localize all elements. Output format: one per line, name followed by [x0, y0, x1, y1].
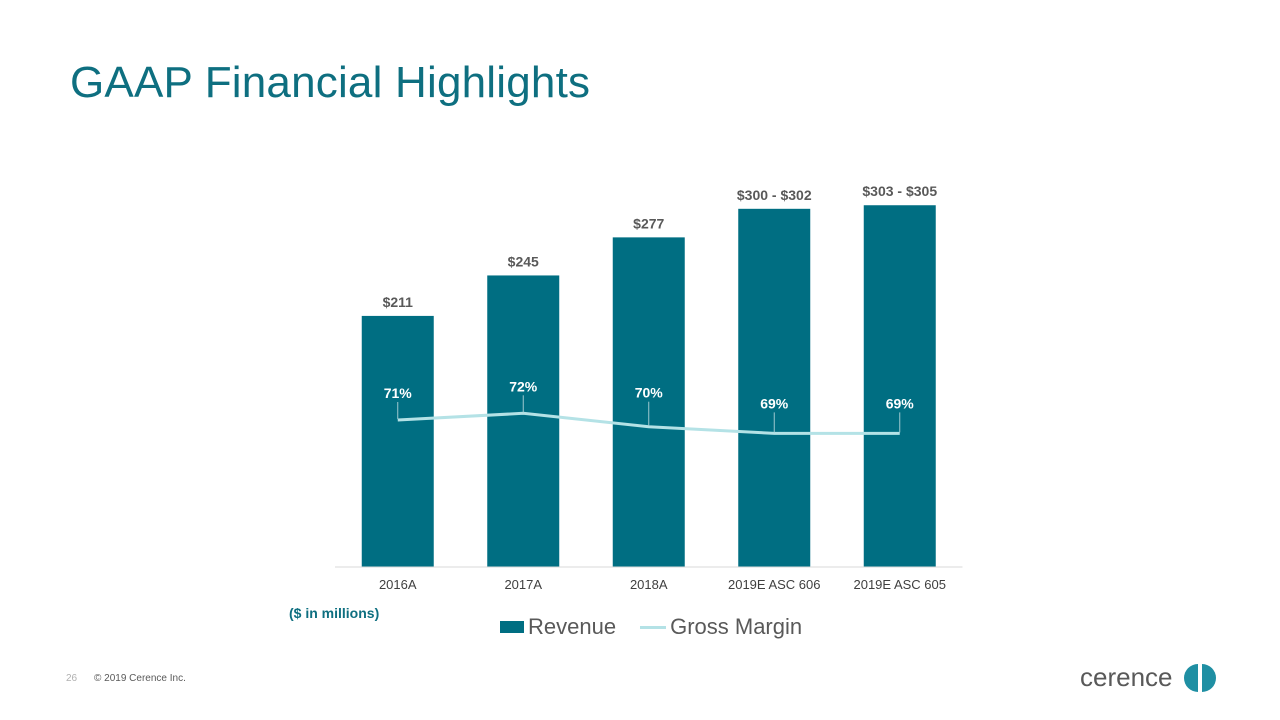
legend-label-revenue: Revenue — [528, 614, 617, 639]
revenue-value-label: $245 — [508, 253, 539, 269]
x-tick-label: 2016A — [379, 577, 417, 592]
gross-margin-value-label: 69% — [886, 395, 915, 411]
page-number: 26 — [66, 673, 78, 684]
revenue-bar — [863, 205, 936, 568]
revenue-value-label: $277 — [633, 215, 664, 231]
legend-swatch-gross-margin — [640, 625, 667, 629]
revenue-bar — [361, 315, 434, 567]
legend-item-gross-margin: Gross Margin — [616, 614, 802, 640]
gross-margin-value-label: 71% — [384, 385, 413, 401]
x-tick-label: 2019E ASC 606 — [728, 577, 821, 592]
units-note: ($ in millions) — [289, 605, 380, 621]
copyright-text: © 2019 Cerence Inc. — [94, 673, 186, 684]
revenue-value-label: $303 - $305 — [862, 183, 937, 199]
revenue-value-label: $300 - $302 — [737, 187, 812, 203]
legend-swatch-revenue — [500, 621, 524, 633]
logo-wordmark: cerence — [1080, 662, 1173, 692]
gross-margin-value-label: 70% — [635, 385, 664, 401]
x-tick-label: 2018A — [630, 577, 668, 592]
legend-label-gross-margin: Gross Margin — [670, 614, 803, 639]
revenue-bar — [738, 208, 811, 567]
chart-legend: Revenue Gross Margin — [500, 614, 802, 640]
gross-margin-value-label: 69% — [760, 395, 789, 411]
logo-mark-icon — [1184, 664, 1216, 692]
revenue-bar — [487, 275, 560, 567]
page-title: GAAP Financial Highlights — [70, 58, 591, 107]
revenue-value-label: $211 — [383, 294, 414, 310]
cerence-logo: cerence — [1080, 662, 1216, 692]
x-tick-label: 2017A — [504, 577, 542, 592]
gross-margin-line — [397, 411, 900, 435]
legend-item-revenue: Revenue — [500, 614, 616, 640]
gross-margin-value-label: 72% — [509, 378, 538, 394]
x-tick-label: 2019E ASC 605 — [853, 577, 946, 592]
